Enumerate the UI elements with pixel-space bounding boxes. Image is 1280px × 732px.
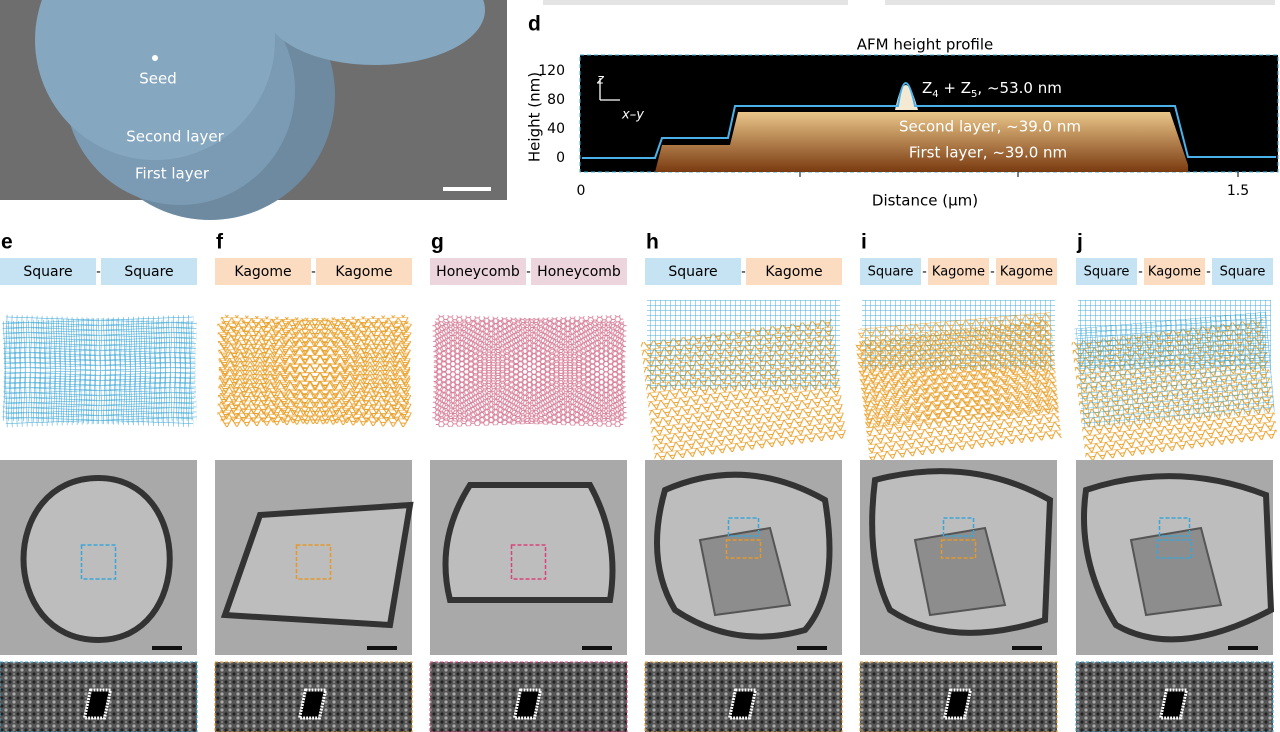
separator: - [96, 265, 101, 280]
x-tick-label: 1.5 [1227, 183, 1249, 199]
lattice-name: Square [23, 264, 72, 280]
separator: - [741, 265, 746, 280]
zoom-image [644, 661, 843, 732]
lattice-box [316, 258, 412, 285]
lattice-name: Kagome [234, 264, 291, 280]
afm-title: AFM height profile [857, 36, 994, 54]
separator: - [990, 265, 995, 280]
lattice-name: Square [1220, 265, 1266, 280]
panel-label: e [1, 231, 13, 254]
zoom-image [1075, 661, 1274, 732]
tem-image [0, 460, 197, 655]
panel-label: i [861, 231, 867, 254]
tem-image [1076, 460, 1275, 655]
lattice-box [746, 258, 842, 285]
zoom-image [0, 661, 198, 732]
y-tick-label: 80 [547, 92, 565, 108]
annotation-part: 5 [971, 89, 977, 100]
separator: - [1138, 265, 1143, 280]
lattice-name: Honeycomb [537, 264, 621, 280]
lattice-name: Square [868, 265, 914, 280]
axis-glyph: x–y [621, 108, 644, 123]
lattice-name: Kagome [1148, 265, 1201, 280]
lattice-model [2, 314, 197, 428]
lattice-box [996, 258, 1057, 285]
lattice-model [217, 314, 412, 428]
afm-panel: d AFM height profile Height (nm) 120 80 … [526, 13, 1279, 210]
annotation: Z4 + Z5, ~53.0 nm [922, 79, 1062, 100]
lattice-model [855, 300, 1062, 462]
annotation-part: + Z [939, 79, 971, 97]
lattice-box [531, 258, 627, 285]
x-tick-label: 0 [577, 183, 586, 199]
lattice-box [1212, 258, 1273, 285]
sem-label: Seed [139, 70, 177, 88]
y-axis-label: Height (nm) [526, 72, 544, 162]
lattice-name: Kagome [335, 264, 392, 280]
zoom-image [429, 661, 628, 732]
tem-image [645, 460, 842, 655]
panel-label: d [528, 13, 541, 36]
x-axis-label: Distance (μm) [872, 192, 978, 210]
tem-image [860, 460, 1057, 655]
lattice-model [432, 314, 627, 428]
annotation-part: 4 [932, 89, 938, 100]
sem-label: First layer [135, 165, 210, 183]
lattice-name: Honeycomb [436, 264, 520, 280]
panel-label: f [216, 231, 224, 254]
zoom-image [214, 661, 413, 732]
separator: - [526, 265, 531, 280]
lattice-name: Kagome [765, 264, 822, 280]
panel-label: g [431, 231, 444, 254]
y-tick-label: 120 [538, 63, 565, 79]
lattice-box [860, 258, 921, 285]
lattice-model [1071, 300, 1278, 462]
separator: - [311, 265, 316, 280]
separator: - [1206, 265, 1211, 280]
annotation-part: , ~53.0 nm [977, 79, 1061, 97]
lattice-box [0, 258, 96, 285]
sem-image: Seed Second layer First layer [0, 0, 507, 220]
annotation-part: Z [922, 79, 932, 97]
sem-label: Second layer [126, 128, 224, 146]
y-tick-label: 40 [547, 121, 565, 137]
axis-glyph: z [596, 73, 605, 88]
y-tick-label: 0 [556, 150, 565, 166]
separator: - [922, 265, 927, 280]
annotation: Second layer, ~39.0 nm [899, 118, 1081, 136]
lattice-box [430, 258, 526, 285]
lattice-box [215, 258, 311, 285]
lattice-name: Square [124, 264, 173, 280]
lattice-box [101, 258, 197, 285]
tem-image [430, 460, 627, 655]
lattice-model [640, 300, 847, 462]
panel-label: j [1076, 231, 1083, 254]
lattice-name: Kagome [1000, 265, 1053, 280]
lattice-name: Square [668, 264, 717, 280]
panel-label: h [646, 231, 659, 254]
lattice-box [1076, 258, 1137, 285]
lattice-name: Square [1084, 265, 1130, 280]
annotation: First layer, ~39.0 nm [909, 144, 1067, 162]
lattice-box [645, 258, 741, 285]
tem-image [215, 460, 414, 655]
lattice-box [928, 258, 989, 285]
zoom-image [859, 661, 1058, 732]
lattice-name: Kagome [932, 265, 985, 280]
lattice-box [1144, 258, 1205, 285]
